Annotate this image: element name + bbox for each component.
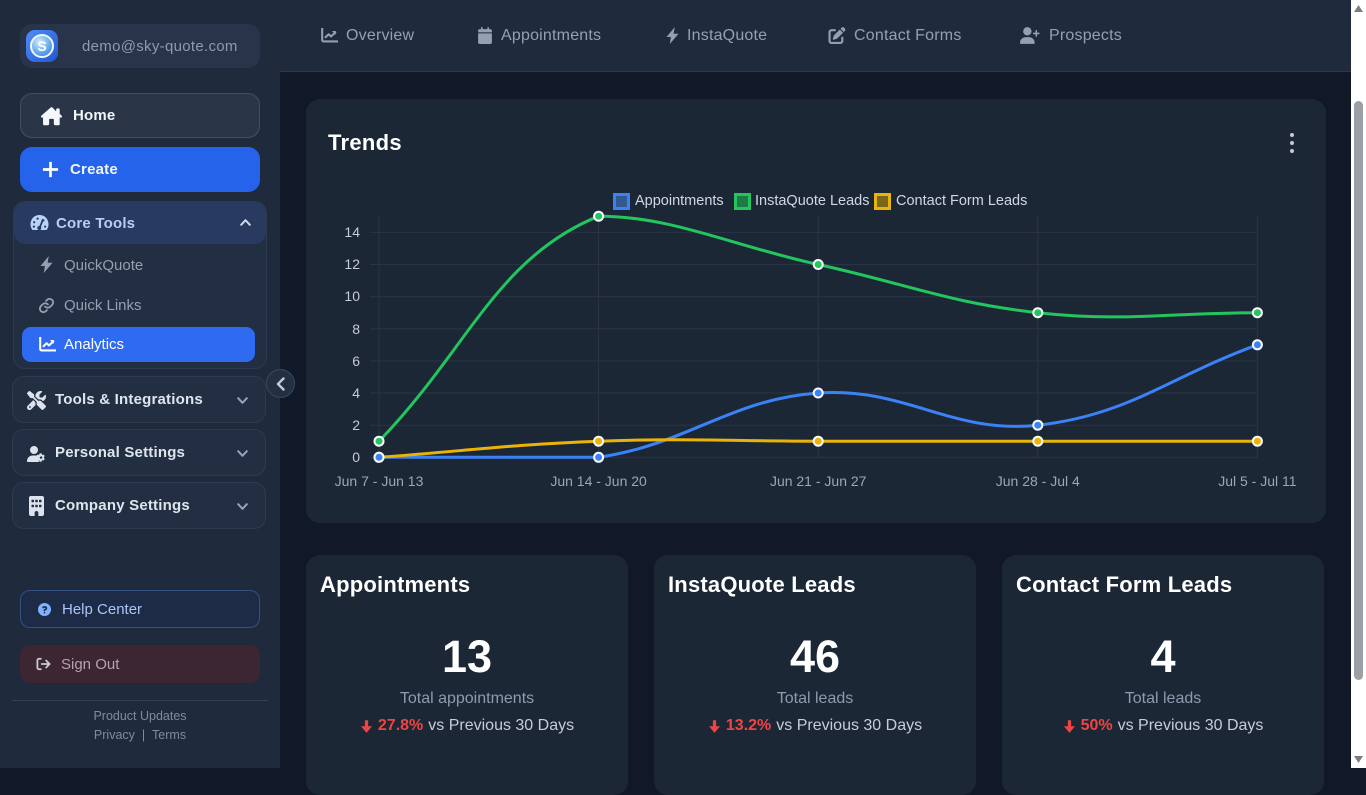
svg-text:4: 4 xyxy=(352,385,360,401)
svg-text:14: 14 xyxy=(344,224,360,240)
svg-text:Jun 7 - Jun 13: Jun 7 - Jun 13 xyxy=(335,473,424,489)
svg-text:8: 8 xyxy=(352,321,360,337)
svg-text:10: 10 xyxy=(344,288,360,304)
svg-text:Jun 21 - Jun 27: Jun 21 - Jun 27 xyxy=(770,473,867,489)
svg-text:2: 2 xyxy=(352,417,360,433)
svg-text:Jun 28 - Jul 4: Jun 28 - Jul 4 xyxy=(996,473,1080,489)
svg-text:6: 6 xyxy=(352,353,360,369)
svg-text:0: 0 xyxy=(352,449,360,465)
svg-text:Jul 5 - Jul 11: Jul 5 - Jul 11 xyxy=(1218,473,1297,489)
svg-text:Jun 14 - Jun 20: Jun 14 - Jun 20 xyxy=(550,473,647,489)
svg-text:12: 12 xyxy=(344,256,360,272)
